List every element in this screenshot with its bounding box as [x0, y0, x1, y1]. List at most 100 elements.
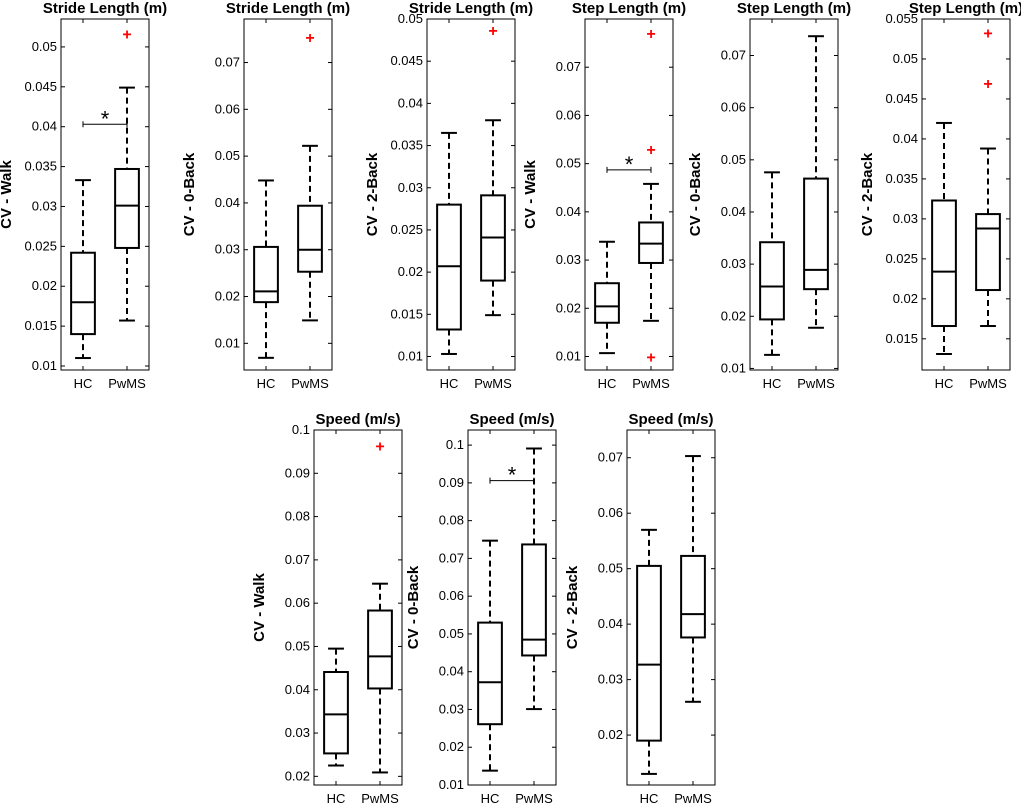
chart-8-ytick-label: 0.04 — [439, 664, 464, 679]
chart-6-ytick-label: 0.03 — [893, 211, 918, 226]
chart-9-ytick-label: 0.03 — [598, 672, 623, 687]
chart-8-title: Speed (m/s) — [469, 411, 554, 428]
chart-1-xtick-label-hc: HC — [74, 376, 93, 391]
chart-3-ytick-label: 0.025 — [390, 222, 423, 237]
chart-1-pwms-box — [114, 167, 140, 249]
chart-9-ytick-label: 0.07 — [598, 450, 623, 465]
chart-1-panel: Stride Length (m) CV - Walk 0.01 0.015 0.02 0… — [0, 0, 167, 391]
chart-9-ytick-label: 0.04 — [598, 616, 623, 631]
chart-3-ytick-label: 0.04 — [398, 95, 423, 110]
chart-9-ylabel: CV - 2-Back — [564, 565, 581, 649]
chart-6-title: Step Length (m) — [909, 0, 1021, 17]
chart-8-ytick-label: 0.03 — [439, 701, 464, 716]
chart-4-title: Step Length (m) — [572, 0, 686, 17]
chart-6-xtick-label-pwms: PwMS — [969, 376, 1007, 391]
chart-7-ytick-label: 0.03 — [285, 725, 310, 740]
chart-2-xtick-label-hc: HC — [257, 376, 276, 391]
chart-4-ytick-label: 0.06 — [556, 107, 581, 122]
chart-3-ytick-label: 0.015 — [390, 306, 423, 321]
chart-1-pwms-outlier: + — [122, 26, 131, 43]
chart-6-pwms-box — [975, 213, 1001, 292]
chart-7-ytick-label: 0.06 — [285, 595, 310, 610]
chart-7-xtick-label-hc: HC — [327, 791, 346, 806]
chart-8-hc-box — [477, 621, 503, 726]
chart-8-axes-box — [467, 429, 557, 786]
chart-8-ytick-label: 0.1 — [446, 437, 464, 452]
chart-4-ylabel: CV - Walk — [522, 160, 539, 229]
chart-3-xtick-label-hc: HC — [440, 376, 459, 391]
chart-5-ytick-label: 0.03 — [721, 256, 746, 271]
chart-1-hc-box — [70, 251, 96, 336]
chart-9-pwms-box — [680, 554, 706, 639]
chart-7-title: Speed (m/s) — [315, 411, 400, 428]
chart-2-ytick-label: 0.02 — [215, 289, 240, 304]
chart-6-ytick-label: 0.02 — [893, 291, 918, 306]
chart-8-ytick-label: 0.01 — [439, 777, 464, 792]
chart-4-significance-star: * — [625, 152, 634, 177]
chart-6-xtick-label-hc: HC — [935, 376, 954, 391]
chart-3-ytick-label: 0.045 — [390, 53, 423, 68]
chart-4-hc-box — [594, 282, 620, 324]
chart-6-ytick-label: 0.015 — [885, 331, 918, 346]
chart-7-ytick-label: 0.08 — [285, 509, 310, 524]
chart-4-xtick-label-pwms: PwMS — [632, 376, 670, 391]
chart-5-axes-box — [749, 18, 839, 371]
chart-9-ytick-label: 0.06 — [598, 505, 623, 520]
chart-4-ytick-label: 0.03 — [556, 252, 581, 267]
chart-3-panel: Stride Length (m) CV - 2-Back 0.01 0.015 0.0… — [364, 0, 533, 391]
chart-5-xtick-label-pwms: PwMS — [797, 376, 835, 391]
chart-2-pwms-outlier: + — [305, 30, 314, 47]
chart-9-hc-box — [636, 564, 662, 742]
chart-7-ytick-label: 0.04 — [285, 682, 310, 697]
chart-2-ytick-label: 0.03 — [215, 242, 240, 257]
chart-8-ytick-label: 0.02 — [439, 739, 464, 754]
chart-1-ytick-label: 0.05 — [32, 39, 57, 54]
chart-6-pwms-outlier: + — [983, 76, 992, 93]
chart-4-pwms-outlier: + — [646, 26, 655, 43]
chart-1-xtick-label-pwms: PwMS — [108, 376, 146, 391]
chart-1-ytick-label: 0.035 — [24, 159, 57, 174]
chart-5-xtick-label-hc: HC — [763, 376, 782, 391]
chart-7-ylabel: CV - Walk — [251, 573, 268, 642]
chart-7-ytick-label: 0.02 — [285, 768, 310, 783]
chart-4-panel: Step Length (m) CV - Walk 0.01 0.02 0.03 0.04… — [522, 0, 686, 391]
chart-8-ytick-label: 0.08 — [439, 513, 464, 528]
chart-4-xtick-label-hc: HC — [598, 376, 617, 391]
chart-8-significance-star: * — [508, 463, 517, 488]
chart-1-ylabel: CV - Walk — [0, 160, 15, 229]
chart-8-xtick-label-pwms: PwMS — [515, 791, 553, 806]
chart-1-ytick-label: 0.025 — [24, 238, 57, 253]
chart-6-hc-box — [931, 199, 957, 328]
chart-2-axes-box — [243, 18, 333, 371]
chart-1-significance-star: * — [101, 106, 110, 131]
chart-7-ytick-label: 0.1 — [292, 422, 310, 437]
chart-9-panel: Speed (m/s) CV - 2-Back 0.02 0.03 0.04 0.05 0.… — [564, 411, 716, 806]
chart-5-pwms-box — [803, 177, 829, 291]
chart-4-ytick-label: 0.05 — [556, 156, 581, 171]
chart-5-ytick-label: 0.04 — [721, 204, 746, 219]
chart-6-ytick-label: 0.055 — [885, 11, 918, 26]
chart-6-ylabel: CV - 2-Back — [859, 152, 876, 236]
chart-9-ytick-label: 0.05 — [598, 561, 623, 576]
chart-5-ylabel: CV - 0-Back — [687, 152, 704, 236]
chart-7-hc-box — [323, 671, 349, 755]
chart-2-pwms-box — [297, 204, 323, 273]
chart-2-ytick-label: 0.07 — [215, 55, 240, 70]
chart-5-ytick-label: 0.05 — [721, 152, 746, 167]
chart-4-ytick-label: 0.04 — [556, 204, 581, 219]
chart-3-ytick-label: 0.02 — [398, 264, 423, 279]
chart-1-ytick-label: 0.01 — [32, 358, 57, 373]
chart-6-ytick-label: 0.04 — [893, 131, 918, 146]
chart-5-hc-box — [759, 241, 785, 321]
chart-7-axes-box — [313, 429, 403, 786]
chart-9-title: Speed (m/s) — [628, 411, 713, 428]
chart-8-pwms-box — [521, 543, 547, 657]
chart-8-xtick-label-hc: HC — [481, 791, 500, 806]
chart-5-panel: Step Length (m) CV - 0-Back 0.01 0.02 0.03 0.… — [687, 0, 851, 391]
chart-5-ytick-label: 0.01 — [721, 360, 746, 375]
chart-3-ytick-label: 0.035 — [390, 138, 423, 153]
chart-1-ytick-label: 0.03 — [32, 198, 57, 213]
chart-7-pwms-outlier: + — [375, 439, 384, 456]
chart-1-ytick-label: 0.02 — [32, 278, 57, 293]
